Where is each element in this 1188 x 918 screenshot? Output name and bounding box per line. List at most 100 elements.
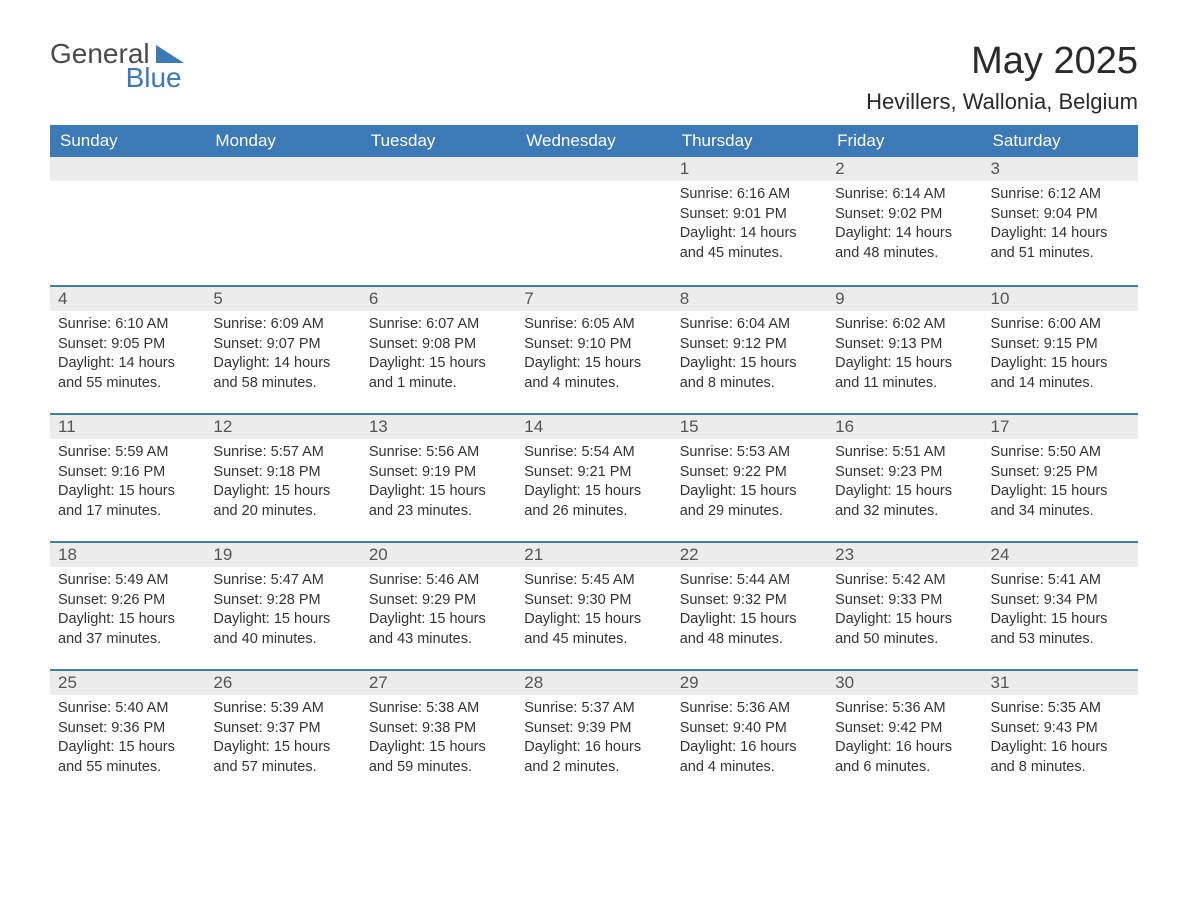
day-number: 3: [983, 157, 1138, 181]
day-number: 30: [827, 669, 982, 695]
day-day2: and 51 minutes.: [991, 244, 1130, 264]
day-number: 13: [361, 413, 516, 439]
calendar-week-row: 18Sunrise: 5:49 AMSunset: 9:26 PMDayligh…: [50, 541, 1138, 669]
day-details: Sunrise: 6:16 AMSunset: 9:01 PMDaylight:…: [672, 181, 827, 271]
day-sunset: Sunset: 9:10 PM: [524, 335, 663, 355]
day-details: Sunrise: 6:05 AMSunset: 9:10 PMDaylight:…: [516, 311, 671, 401]
day-details: Sunrise: 5:53 AMSunset: 9:22 PMDaylight:…: [672, 439, 827, 529]
day-sunrise: Sunrise: 6:16 AM: [680, 185, 819, 205]
day-details: Sunrise: 6:10 AMSunset: 9:05 PMDaylight:…: [50, 311, 205, 401]
day-sunrise: Sunrise: 5:44 AM: [680, 571, 819, 591]
calendar-day-cell: 30Sunrise: 5:36 AMSunset: 9:42 PMDayligh…: [827, 669, 982, 797]
day-sunset: Sunset: 9:36 PM: [58, 719, 197, 739]
calendar-header-row: SundayMondayTuesdayWednesdayThursdayFrid…: [50, 125, 1138, 157]
day-details: Sunrise: 5:37 AMSunset: 9:39 PMDaylight:…: [516, 695, 671, 785]
day-number: 2: [827, 157, 982, 181]
day-day2: and 29 minutes.: [680, 502, 819, 522]
day-day2: and 26 minutes.: [524, 502, 663, 522]
calendar-day-cell: 16Sunrise: 5:51 AMSunset: 9:23 PMDayligh…: [827, 413, 982, 541]
day-day2: and 11 minutes.: [835, 374, 974, 394]
day-day2: and 40 minutes.: [213, 630, 352, 650]
day-details: Sunrise: 5:59 AMSunset: 9:16 PMDaylight:…: [50, 439, 205, 529]
day-sunset: Sunset: 9:23 PM: [835, 463, 974, 483]
day-sunset: Sunset: 9:07 PM: [213, 335, 352, 355]
day-sunset: Sunset: 9:37 PM: [213, 719, 352, 739]
calendar-day-cell: 28Sunrise: 5:37 AMSunset: 9:39 PMDayligh…: [516, 669, 671, 797]
calendar-empty-cell: [205, 157, 360, 285]
calendar-day-cell: 2Sunrise: 6:14 AMSunset: 9:02 PMDaylight…: [827, 157, 982, 285]
calendar-table: SundayMondayTuesdayWednesdayThursdayFrid…: [50, 125, 1138, 797]
day-day1: Daylight: 15 hours: [680, 610, 819, 630]
day-sunset: Sunset: 9:22 PM: [680, 463, 819, 483]
day-sunset: Sunset: 9:32 PM: [680, 591, 819, 611]
day-sunrise: Sunrise: 6:05 AM: [524, 315, 663, 335]
calendar-day-cell: 27Sunrise: 5:38 AMSunset: 9:38 PMDayligh…: [361, 669, 516, 797]
day-sunrise: Sunrise: 5:36 AM: [835, 699, 974, 719]
calendar-day-cell: 25Sunrise: 5:40 AMSunset: 9:36 PMDayligh…: [50, 669, 205, 797]
day-day1: Daylight: 16 hours: [524, 738, 663, 758]
day-sunrise: Sunrise: 5:40 AM: [58, 699, 197, 719]
day-day2: and 2 minutes.: [524, 758, 663, 778]
calendar-day-cell: 17Sunrise: 5:50 AMSunset: 9:25 PMDayligh…: [983, 413, 1138, 541]
calendar-day-cell: 4Sunrise: 6:10 AMSunset: 9:05 PMDaylight…: [50, 285, 205, 413]
day-day2: and 53 minutes.: [991, 630, 1130, 650]
day-details: Sunrise: 5:42 AMSunset: 9:33 PMDaylight:…: [827, 567, 982, 657]
calendar-day-cell: 24Sunrise: 5:41 AMSunset: 9:34 PMDayligh…: [983, 541, 1138, 669]
column-header: Thursday: [672, 125, 827, 157]
day-sunset: Sunset: 9:01 PM: [680, 205, 819, 225]
day-number: 24: [983, 541, 1138, 567]
day-details: Sunrise: 6:09 AMSunset: 9:07 PMDaylight:…: [205, 311, 360, 401]
calendar-day-cell: 29Sunrise: 5:36 AMSunset: 9:40 PMDayligh…: [672, 669, 827, 797]
day-details: Sunrise: 5:49 AMSunset: 9:26 PMDaylight:…: [50, 567, 205, 657]
day-day2: and 20 minutes.: [213, 502, 352, 522]
day-number: 8: [672, 285, 827, 311]
day-details: Sunrise: 6:07 AMSunset: 9:08 PMDaylight:…: [361, 311, 516, 401]
day-details: Sunrise: 5:35 AMSunset: 9:43 PMDaylight:…: [983, 695, 1138, 785]
day-day2: and 48 minutes.: [835, 244, 974, 264]
column-header: Friday: [827, 125, 982, 157]
day-sunset: Sunset: 9:30 PM: [524, 591, 663, 611]
day-details: Sunrise: 5:54 AMSunset: 9:21 PMDaylight:…: [516, 439, 671, 529]
day-day1: Daylight: 16 hours: [680, 738, 819, 758]
day-sunrise: Sunrise: 5:53 AM: [680, 443, 819, 463]
calendar-empty-cell: [516, 157, 671, 285]
day-day1: Daylight: 14 hours: [213, 354, 352, 374]
logo: General Blue: [50, 40, 184, 92]
day-number: 17: [983, 413, 1138, 439]
day-day2: and 50 minutes.: [835, 630, 974, 650]
day-number: 11: [50, 413, 205, 439]
day-sunset: Sunset: 9:40 PM: [680, 719, 819, 739]
calendar-week-row: 4Sunrise: 6:10 AMSunset: 9:05 PMDaylight…: [50, 285, 1138, 413]
day-sunset: Sunset: 9:19 PM: [369, 463, 508, 483]
calendar-day-cell: 10Sunrise: 6:00 AMSunset: 9:15 PMDayligh…: [983, 285, 1138, 413]
day-details: Sunrise: 6:02 AMSunset: 9:13 PMDaylight:…: [827, 311, 982, 401]
day-details: Sunrise: 5:36 AMSunset: 9:40 PMDaylight:…: [672, 695, 827, 785]
location-subtitle: Hevillers, Wallonia, Belgium: [866, 89, 1138, 115]
day-number: 5: [205, 285, 360, 311]
calendar-day-cell: 1Sunrise: 6:16 AMSunset: 9:01 PMDaylight…: [672, 157, 827, 285]
day-day1: Daylight: 15 hours: [213, 738, 352, 758]
calendar-empty-cell: [361, 157, 516, 285]
day-day2: and 48 minutes.: [680, 630, 819, 650]
logo-triangle-icon: [156, 45, 184, 63]
page-title: May 2025: [866, 40, 1138, 83]
column-header: Sunday: [50, 125, 205, 157]
day-day2: and 43 minutes.: [369, 630, 508, 650]
day-day1: Daylight: 15 hours: [524, 610, 663, 630]
day-day1: Daylight: 15 hours: [524, 354, 663, 374]
day-sunrise: Sunrise: 5:45 AM: [524, 571, 663, 591]
day-details: Sunrise: 6:14 AMSunset: 9:02 PMDaylight:…: [827, 181, 982, 271]
day-day1: Daylight: 15 hours: [369, 482, 508, 502]
day-number: 28: [516, 669, 671, 695]
day-day1: Daylight: 14 hours: [835, 224, 974, 244]
day-details: Sunrise: 5:44 AMSunset: 9:32 PMDaylight:…: [672, 567, 827, 657]
day-day2: and 58 minutes.: [213, 374, 352, 394]
day-number: 9: [827, 285, 982, 311]
day-day1: Daylight: 16 hours: [835, 738, 974, 758]
day-sunset: Sunset: 9:04 PM: [991, 205, 1130, 225]
day-number: 4: [50, 285, 205, 311]
day-sunset: Sunset: 9:26 PM: [58, 591, 197, 611]
day-day1: Daylight: 15 hours: [991, 482, 1130, 502]
day-number: 29: [672, 669, 827, 695]
day-day2: and 34 minutes.: [991, 502, 1130, 522]
